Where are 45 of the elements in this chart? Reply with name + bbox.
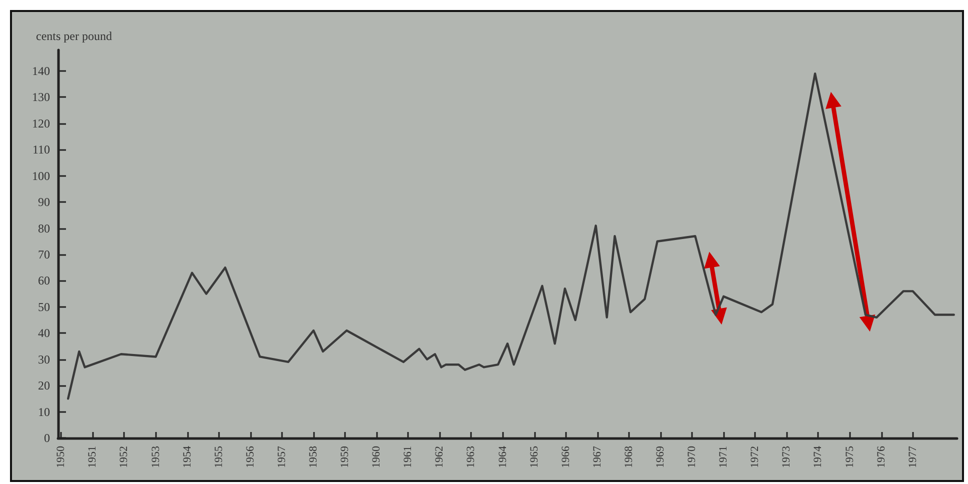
y-tick-label: 110 [32, 142, 50, 157]
y-tick-label: 100 [32, 168, 50, 183]
x-tick-label: 1963 [465, 446, 478, 468]
y-tick-label: 30 [38, 352, 50, 366]
x-tick-label: 1965 [528, 446, 540, 468]
y-tick-label: 40 [38, 326, 50, 340]
x-tick-label: 1958 [308, 446, 320, 468]
x-tick-label: 1956 [244, 446, 256, 468]
y-tick-label: 90 [38, 195, 50, 210]
y-tick-label: 70 [38, 247, 50, 262]
x-tick-label: 1966 [560, 446, 572, 468]
y-axis-title: cents per pound [36, 29, 112, 43]
x-tick-label: 1952 [118, 446, 130, 468]
y-tick-label: 20 [38, 378, 50, 393]
x-tick-label: 1950 [55, 446, 68, 468]
y-tick-label: 10 [38, 404, 50, 419]
y-tick-label: 120 [32, 116, 50, 130]
y-tick-label: 60 [38, 274, 50, 288]
y-tick-label: 80 [38, 221, 50, 236]
x-tick-label: 1964 [496, 446, 509, 468]
x-tick-label: 1973 [780, 446, 793, 468]
y-tick-label: 130 [32, 90, 50, 104]
x-tick-label: 1957 [276, 446, 288, 468]
x-tick-label: 1955 [212, 446, 225, 468]
y-tick-label: 50 [38, 300, 50, 314]
x-tick-label: 1976 [875, 446, 888, 468]
x-tick-label: 1977 [906, 446, 919, 468]
x-tick-label: 1974 [812, 446, 824, 468]
x-tick-label: 1968 [622, 446, 635, 468]
x-tick-label: 1969 [654, 446, 666, 468]
x-tick-label: 1970 [686, 446, 698, 468]
x-tick-label: 1961 [402, 446, 414, 468]
y-tick-label: 140 [32, 64, 50, 78]
x-tick-label: 1953 [150, 446, 162, 468]
x-tick-label: 1967 [591, 446, 604, 468]
x-tick-label: 1975 [844, 446, 856, 468]
x-tick-label: 1954 [181, 446, 194, 468]
x-tick-label: 1971 [718, 446, 730, 468]
line-series [66, 72, 955, 400]
x-tick-label: 1960 [370, 446, 383, 468]
x-tick-label: 1962 [434, 446, 446, 468]
x-tick-label: 1951 [86, 446, 99, 468]
x-tick-label: 1959 [339, 446, 352, 468]
x-tick-label: 1972 [749, 446, 762, 468]
y-tick-label: 0 [44, 431, 50, 445]
